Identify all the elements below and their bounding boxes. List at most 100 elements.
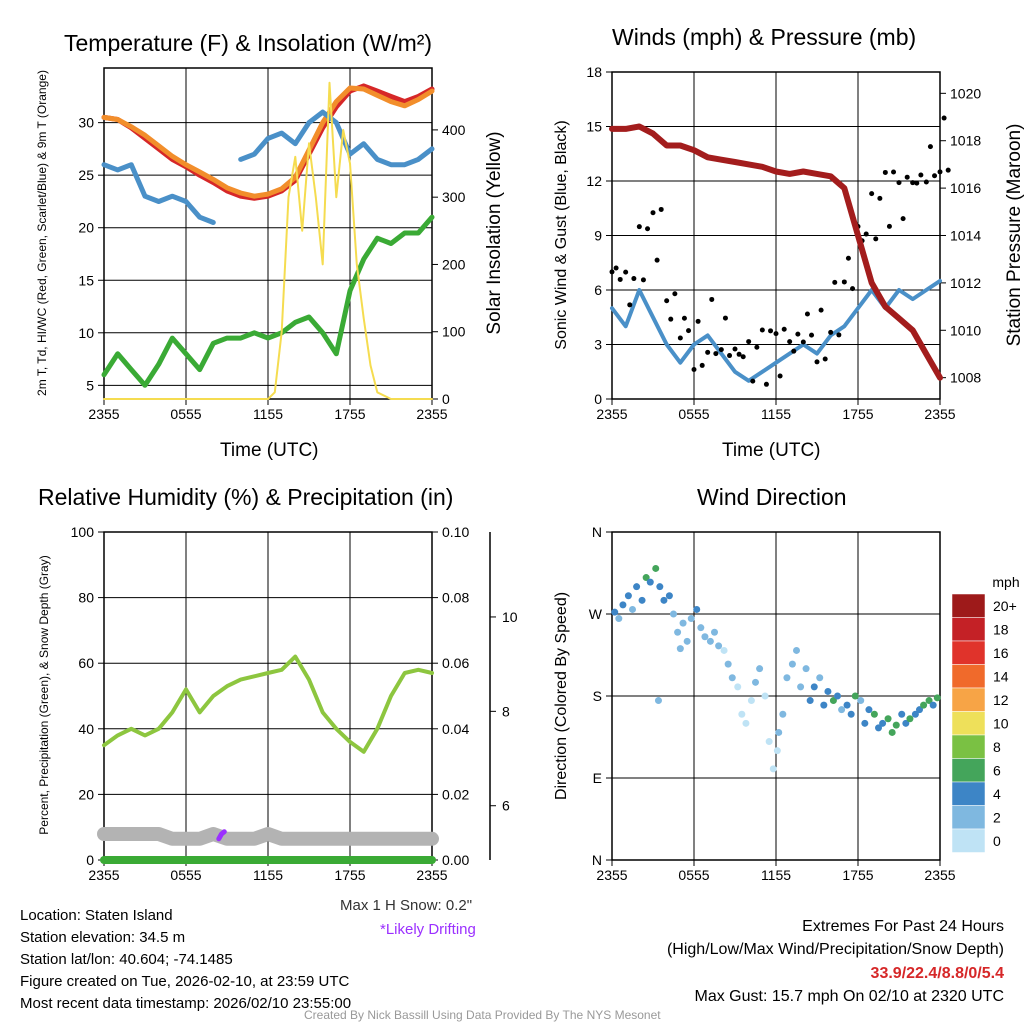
direction-point bbox=[851, 692, 859, 700]
direction-point bbox=[769, 765, 777, 773]
gust-point bbox=[718, 347, 724, 353]
direction-point bbox=[911, 710, 919, 718]
gust-point bbox=[672, 291, 678, 297]
series-td bbox=[101, 109, 435, 225]
direction-point bbox=[756, 665, 764, 673]
gust-point bbox=[613, 265, 619, 271]
gust-point bbox=[713, 351, 719, 357]
direction-point bbox=[728, 674, 736, 682]
y-tick-label: N bbox=[592, 524, 602, 540]
recent-timestamp: Most recent data timestamp: 2026/02/10 2… bbox=[20, 995, 352, 1012]
y-tick-label: 6 bbox=[594, 282, 602, 298]
gust-point bbox=[754, 344, 760, 350]
y2-tick-label: 0.00 bbox=[442, 852, 469, 868]
direction-point bbox=[797, 683, 805, 691]
direction-point bbox=[701, 633, 709, 641]
direction-point bbox=[646, 578, 654, 586]
gust-point bbox=[822, 356, 828, 362]
direction-point bbox=[820, 701, 828, 709]
legend-label: 0 bbox=[993, 833, 1001, 849]
y-tick-label: 80 bbox=[78, 590, 94, 606]
direction-point bbox=[847, 710, 855, 718]
direction-point bbox=[888, 728, 896, 736]
rh-chart-title: Relative Humidity (%) & Precipitation (i… bbox=[38, 484, 454, 510]
gust-point bbox=[759, 327, 765, 333]
legend-label: 12 bbox=[993, 692, 1009, 708]
max-gust: Max Gust: 15.7 mph On 02/10 at 2320 UTC bbox=[694, 988, 1005, 1005]
wind-ylabel2: Station Pressure (Maroon) bbox=[1004, 124, 1024, 347]
direction-point bbox=[879, 719, 887, 727]
gust-point bbox=[886, 223, 892, 229]
gust-point bbox=[750, 378, 756, 384]
series-9m-t bbox=[101, 85, 435, 199]
legend-label: 16 bbox=[993, 645, 1009, 661]
direction-point bbox=[687, 615, 695, 623]
gust-point bbox=[705, 349, 711, 355]
y-tick-label: 0 bbox=[86, 852, 94, 868]
gust-point bbox=[804, 311, 810, 317]
direction-point bbox=[715, 642, 723, 650]
gust-point bbox=[945, 167, 951, 173]
series-snow-depth bbox=[97, 827, 439, 846]
direction-point bbox=[624, 592, 632, 600]
x-tick-label: 0555 bbox=[678, 867, 709, 883]
gust-point bbox=[918, 172, 924, 178]
direction-point bbox=[706, 637, 714, 645]
temp-chart-title: Temperature (F) & Insolation (W/m²) bbox=[64, 30, 433, 56]
direction-point bbox=[788, 660, 796, 668]
x-tick-label: 1755 bbox=[334, 406, 365, 422]
x-tick-label: 1155 bbox=[253, 406, 283, 422]
direction-point bbox=[654, 697, 662, 705]
x-tick-label: 2355 bbox=[596, 406, 627, 422]
wind-ylabel: Sonic Wind & Gust (Blue, Black) bbox=[553, 120, 570, 349]
y-tick-label: 10 bbox=[78, 325, 94, 341]
direction-point bbox=[629, 605, 636, 613]
gust-point bbox=[832, 279, 838, 285]
y-tick-label: N bbox=[592, 852, 602, 868]
direction-point bbox=[870, 710, 878, 718]
gust-point bbox=[727, 353, 733, 359]
legend-swatch bbox=[951, 664, 986, 689]
gust-point bbox=[691, 366, 697, 372]
location: Location: Staten Island bbox=[20, 907, 173, 924]
legend-swatch bbox=[951, 617, 986, 642]
y-tick-label: 9 bbox=[594, 228, 602, 244]
direction-point bbox=[861, 719, 869, 727]
y2-tick-label: 400 bbox=[442, 122, 466, 138]
gust-point bbox=[668, 316, 674, 322]
y2-tick-label: 200 bbox=[442, 256, 466, 272]
direction-point bbox=[670, 610, 677, 618]
extremes-values: 33.9/22.4/8.8/0/5.4 bbox=[870, 965, 1004, 982]
legend-swatch bbox=[951, 711, 986, 736]
y-tick-label: 60 bbox=[78, 655, 94, 671]
direction-point bbox=[765, 738, 773, 746]
direction-point bbox=[734, 683, 742, 691]
max-snow-label: Max 1 H Snow: 0.2" bbox=[340, 897, 473, 914]
direction-point bbox=[711, 628, 718, 636]
gust-point bbox=[695, 318, 701, 324]
plot-frame bbox=[611, 71, 941, 400]
direction-point bbox=[633, 583, 641, 591]
direction-point bbox=[674, 628, 682, 636]
gust-point bbox=[904, 174, 910, 180]
gust-point bbox=[800, 339, 806, 345]
series-hi-wc bbox=[101, 214, 435, 388]
direction-point bbox=[916, 706, 923, 714]
series-solar bbox=[103, 81, 433, 400]
y2-tick-label: 0.02 bbox=[442, 786, 469, 802]
temp-ylabel: 2m T, Td, HI/WC (Red, Green, Scarlet/Blu… bbox=[35, 70, 49, 396]
x-tick-label: 1155 bbox=[761, 406, 791, 422]
x-tick-label: 1155 bbox=[761, 867, 791, 883]
y2-tick-label: 1020 bbox=[950, 85, 981, 101]
gust-point bbox=[814, 359, 820, 365]
legend-swatch bbox=[951, 805, 986, 830]
gust-point bbox=[873, 236, 879, 242]
direction-point bbox=[779, 710, 787, 718]
direction-point bbox=[720, 646, 728, 654]
temp-xlabel: Time (UTC) bbox=[220, 440, 319, 461]
lat-lon: Station lat/lon: 40.604; -74.1485 bbox=[20, 951, 233, 968]
legend-label: 4 bbox=[993, 786, 1001, 802]
x-tick-label: 0555 bbox=[170, 406, 201, 422]
gust-point bbox=[768, 328, 774, 334]
y-tick-label: 15 bbox=[78, 272, 94, 288]
